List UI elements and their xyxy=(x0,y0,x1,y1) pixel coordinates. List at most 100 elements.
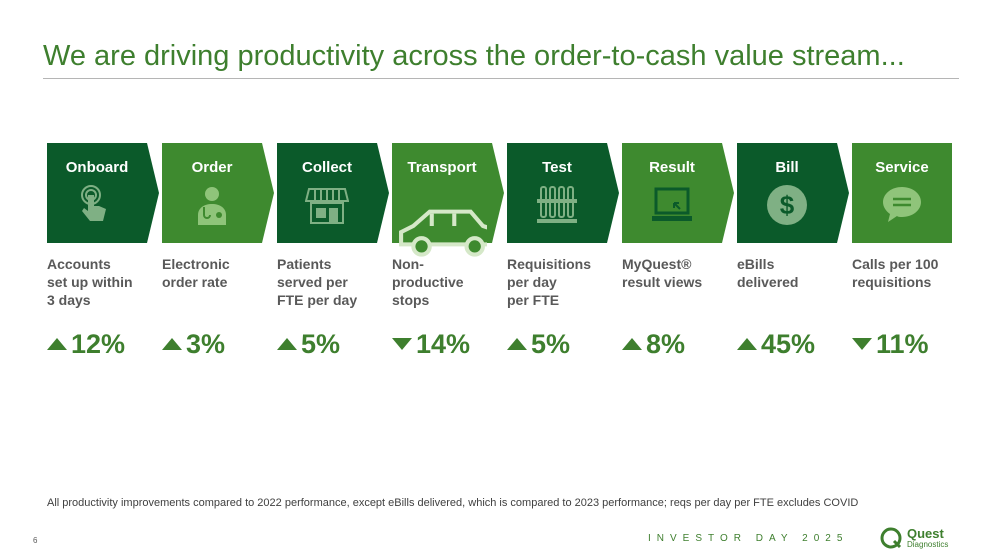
metric-description: Patients served per FTE per day xyxy=(277,255,387,309)
step-result: Result xyxy=(622,143,737,243)
metric-line: order rate xyxy=(162,274,228,290)
step-label: Service xyxy=(875,159,929,176)
chevron-right-icon xyxy=(147,143,159,243)
triangle-up-icon xyxy=(277,338,297,350)
svg-text:$: $ xyxy=(780,190,795,220)
triangle-up-icon xyxy=(507,338,527,350)
laptop-icon xyxy=(650,183,694,227)
triangle-up-icon xyxy=(162,338,182,350)
triangle-up-icon xyxy=(737,338,757,350)
step-label: Transport xyxy=(407,159,477,176)
metric-line: set up within xyxy=(47,274,133,290)
change-value: 8% xyxy=(646,328,686,359)
step-box: Onboard xyxy=(47,143,147,243)
step-label: Order xyxy=(191,159,233,176)
metric-description: eBills delivered xyxy=(737,255,847,291)
metric-line: productive xyxy=(392,274,464,290)
step-box: Collect xyxy=(277,143,377,243)
title-divider xyxy=(43,78,959,79)
step-onboard: Onboard xyxy=(47,143,162,243)
metric-line: MyQuest® xyxy=(622,256,692,272)
step-label: Test xyxy=(542,159,572,176)
step-service: Service xyxy=(852,143,967,243)
change-value: 12% xyxy=(71,328,126,359)
step-box: Result xyxy=(622,143,722,243)
change-indicator: 3% xyxy=(162,327,225,361)
change-indicator: 8% xyxy=(622,327,685,361)
change-indicator: 14% xyxy=(392,327,470,361)
value-stream-steps: Onboard Order Collect Transport Test Result Bi… xyxy=(47,143,957,257)
metric-line: Electronic xyxy=(162,256,230,272)
metric-description: Requisitions per day per FTE xyxy=(507,255,617,309)
chevron-right-icon xyxy=(377,143,389,243)
chevron-right-icon xyxy=(607,143,619,243)
metric-line: result views xyxy=(622,274,703,290)
chevron-right-icon xyxy=(492,143,504,243)
event-label: INVESTOR DAY 2025 xyxy=(648,533,849,544)
metric-line: requisitions xyxy=(852,274,932,290)
change-indicator: 12% xyxy=(47,327,125,361)
metric-line: per FTE xyxy=(507,292,560,308)
triangle-up-icon xyxy=(622,338,642,350)
metric-description: Non-productive stops xyxy=(392,255,502,309)
test-tubes-icon xyxy=(535,183,579,227)
metric-description: Calls per 100 requisitions xyxy=(852,255,962,291)
metric-description: Electronic order rate xyxy=(162,255,272,291)
metric-description: Accounts set up within 3 days xyxy=(47,255,157,309)
chevron-right-icon xyxy=(722,143,734,243)
change-indicator: 5% xyxy=(277,327,340,361)
finger-touch-icon xyxy=(75,183,119,227)
step-test: Test xyxy=(507,143,622,243)
triangle-down-icon xyxy=(392,338,412,350)
storefront-icon xyxy=(304,183,350,227)
step-label: Result xyxy=(649,159,695,176)
dollar-icon: $ xyxy=(765,183,809,227)
chevron-right-icon xyxy=(837,143,849,243)
chevron-right-icon xyxy=(262,143,274,243)
page-number: 6 xyxy=(33,536,38,545)
metric-line: 3 days xyxy=(47,292,91,308)
change-indicator: 5% xyxy=(507,327,570,361)
change-value: 5% xyxy=(301,328,341,359)
metric-line: Accounts xyxy=(47,256,111,272)
change-value: 5% xyxy=(531,328,571,359)
logo-subtext: Diagnostics xyxy=(907,540,949,549)
change-indicator: 45% xyxy=(737,327,815,361)
step-transport: Transport xyxy=(392,143,507,257)
change-value: 14% xyxy=(416,328,471,359)
step-collect: Collect xyxy=(277,143,392,243)
change-value: 45% xyxy=(761,328,816,359)
triangle-up-icon xyxy=(47,338,67,350)
step-label: Bill xyxy=(775,159,799,176)
step-order: Order xyxy=(162,143,277,243)
step-box: Transport xyxy=(392,143,502,257)
metric-line: served per xyxy=(277,274,348,290)
metric-line: eBills xyxy=(737,256,775,272)
chat-bubble-icon xyxy=(880,183,924,227)
change-value: 11% xyxy=(876,328,929,359)
change-indicator: 11% xyxy=(852,327,929,361)
change-value: 3% xyxy=(186,328,226,359)
step-label: Collect xyxy=(301,159,352,176)
metric-line: Calls per 100 xyxy=(852,256,939,272)
step-label: Onboard xyxy=(65,159,129,176)
page-title: We are driving productivity across the o… xyxy=(43,40,905,72)
quest-logo-mark-icon xyxy=(880,527,902,549)
quest-logo: Quest Diagnostics xyxy=(880,525,964,551)
step-box: Bill $ xyxy=(737,143,837,243)
triangle-down-icon xyxy=(852,338,872,350)
metric-description: MyQuest® result views xyxy=(622,255,732,291)
metric-line: FTE per day xyxy=(277,292,358,308)
step-box: Service xyxy=(852,143,952,243)
logo-wordmark: Quest xyxy=(907,526,944,541)
metric-line: Non- xyxy=(392,256,424,272)
metric-line: Patients xyxy=(277,256,332,272)
doctor-icon xyxy=(190,183,234,227)
metric-line: delivered xyxy=(737,274,799,290)
step-bill: Bill $ xyxy=(737,143,852,243)
metric-line: stops xyxy=(392,292,430,308)
car-icon xyxy=(399,183,502,257)
step-box: Order xyxy=(162,143,262,243)
metric-line: per day xyxy=(507,274,557,290)
metric-line: Requisitions xyxy=(507,256,592,272)
